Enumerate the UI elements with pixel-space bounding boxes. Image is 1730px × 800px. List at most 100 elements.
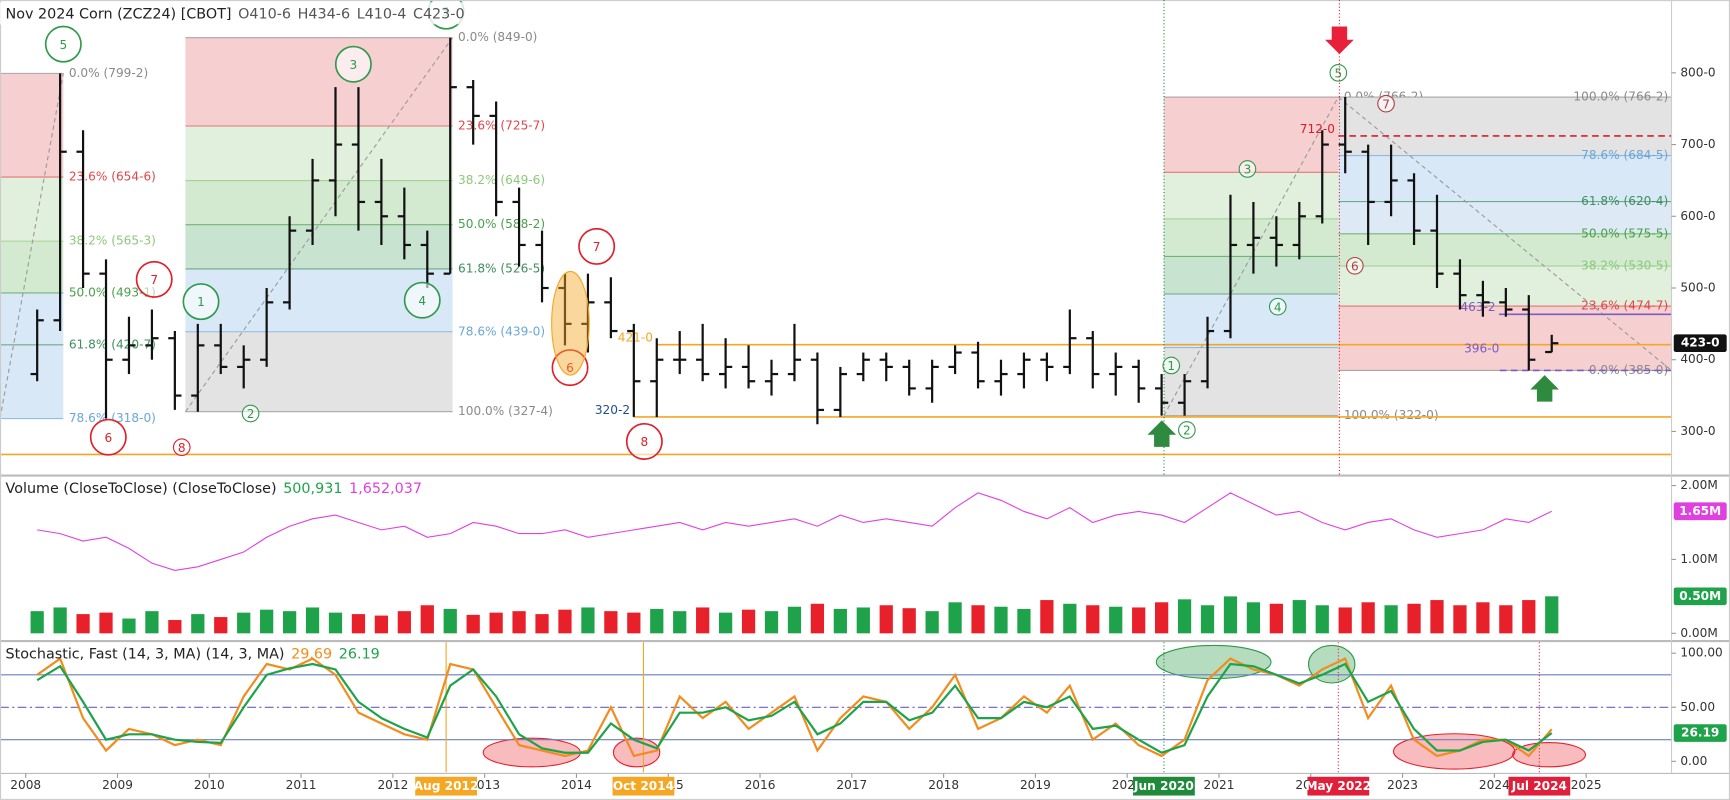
time-marker — [1133, 776, 1195, 796]
fib-zone — [185, 180, 453, 225]
highlight-ellipse — [1512, 742, 1587, 768]
fib-zone — [185, 126, 453, 181]
horizontal-line-label: 463-2 — [1460, 300, 1495, 314]
x-tick-label: 2011 — [286, 778, 317, 792]
volume-bar — [512, 611, 526, 634]
wave-label: 8 — [641, 435, 649, 449]
volume-bar — [741, 609, 756, 634]
volume-bar — [1338, 607, 1352, 634]
fib-zone — [0, 73, 64, 178]
volume-bar — [879, 605, 893, 634]
price-tag-label: 1.65M — [1679, 504, 1721, 518]
volume-bar — [787, 606, 802, 634]
fib-label: 100.0% (766-2) — [1573, 90, 1668, 104]
volume-bar — [1109, 606, 1123, 634]
y-tick-label: 0.00M — [1680, 626, 1717, 640]
volume-panel — [30, 492, 1559, 634]
header-background — [0, 2, 475, 25]
horizontal-line-label: 712-0 — [1300, 122, 1335, 136]
volume-bar — [466, 614, 480, 634]
fib-label: 78.6% (318-0) — [69, 411, 156, 425]
stochastic-title: Stochastic, Fast (14, 3, MA) (14, 3, MA) — [6, 646, 285, 662]
wave-circle — [1268, 297, 1287, 316]
volume-bar — [718, 612, 733, 634]
fib-label: 78.6% (439-0) — [458, 324, 545, 338]
x-tick-label: 2024 — [1479, 778, 1510, 792]
wave-circle — [625, 423, 663, 460]
wave-label: 4 — [418, 294, 426, 308]
highlight-ellipse — [1155, 644, 1272, 680]
volume-bar — [696, 607, 710, 634]
wave-label: 2 — [1183, 424, 1191, 438]
y-tick-label: 100.00 — [1680, 646, 1722, 660]
price-tag — [1673, 502, 1727, 521]
fib-label: 61.8% (420-7) — [69, 337, 156, 351]
fib-trend — [1163, 96, 1339, 416]
fib-zone — [0, 177, 64, 242]
fib-label: 78.6% (684-5) — [1581, 148, 1668, 162]
volume-bar — [1361, 602, 1375, 634]
wave-circle — [334, 45, 372, 83]
volume-bar — [305, 607, 320, 634]
fib-zone — [1163, 218, 1339, 257]
wave-label: 7 — [593, 240, 601, 254]
wave-label: 1 — [1167, 359, 1175, 373]
volume-bar — [1086, 605, 1100, 634]
wave-circle — [44, 25, 82, 63]
volume-bar — [1223, 596, 1238, 634]
fib-zone — [185, 37, 453, 127]
volume-bar — [673, 611, 687, 634]
y-tick-label: 400-0 — [1680, 352, 1715, 366]
time-marker — [415, 776, 477, 796]
y-tick-label: 300-0 — [1680, 424, 1715, 438]
wave-label: 3 — [1244, 163, 1252, 177]
volume-bar — [168, 620, 182, 634]
fib-label: 61.8% (526-5) — [458, 261, 545, 275]
price-tag — [1673, 587, 1727, 606]
volume-bar — [282, 611, 297, 634]
fib-label: 50.0% (493-1) — [69, 285, 156, 299]
oi-last: 1,652,037 — [349, 481, 422, 497]
volume-last: 500,931 — [283, 481, 342, 497]
x-tick-label: 2021 — [1204, 778, 1235, 792]
volume-bar — [122, 618, 136, 634]
y-tick-label: 500-0 — [1680, 281, 1715, 295]
volume-bar — [627, 612, 641, 634]
volume-bar — [1132, 607, 1146, 634]
wave-circle — [1178, 421, 1196, 439]
x-tick-label: 2009 — [102, 778, 133, 792]
y-tick-label: 0.00 — [1680, 754, 1707, 768]
wave-circle — [172, 438, 191, 457]
fib-label: 23.6% (474-7) — [1581, 299, 1668, 313]
volume-bar — [604, 611, 618, 634]
volume-bar — [443, 608, 457, 634]
time-marker-label: May 2022 — [1305, 779, 1371, 793]
volume-bar — [994, 606, 1008, 634]
time-marker — [1508, 776, 1571, 796]
wave-label: 1 — [197, 295, 205, 309]
time-marker-label: Jun 2020 — [1133, 779, 1194, 793]
high: H434-6 — [298, 6, 350, 22]
fib-trend — [1337, 96, 1672, 371]
volume-bar — [351, 614, 366, 634]
price-tag-label: 26.19 — [1681, 726, 1719, 740]
volume-bar — [397, 611, 411, 634]
volume-bar — [489, 612, 503, 634]
wave-label: 6 — [1351, 259, 1359, 273]
y-tick-label: 700-0 — [1680, 137, 1715, 151]
fib-zone — [1338, 233, 1672, 267]
fib-zone — [185, 331, 453, 412]
fib-label: 50.0% (588-2) — [458, 217, 545, 231]
volume-bar — [214, 617, 228, 634]
fib-zone — [1163, 347, 1339, 416]
k-last: 29.69 — [291, 646, 332, 662]
wave-circle — [403, 281, 441, 319]
wave-label: 8 — [178, 441, 186, 455]
fib-label: 0.0% (799-2) — [69, 66, 148, 80]
x-tick-label: 2012 — [377, 778, 408, 792]
wave-circle — [135, 260, 173, 298]
fib-label: 38.2% (649-6) — [458, 173, 545, 187]
